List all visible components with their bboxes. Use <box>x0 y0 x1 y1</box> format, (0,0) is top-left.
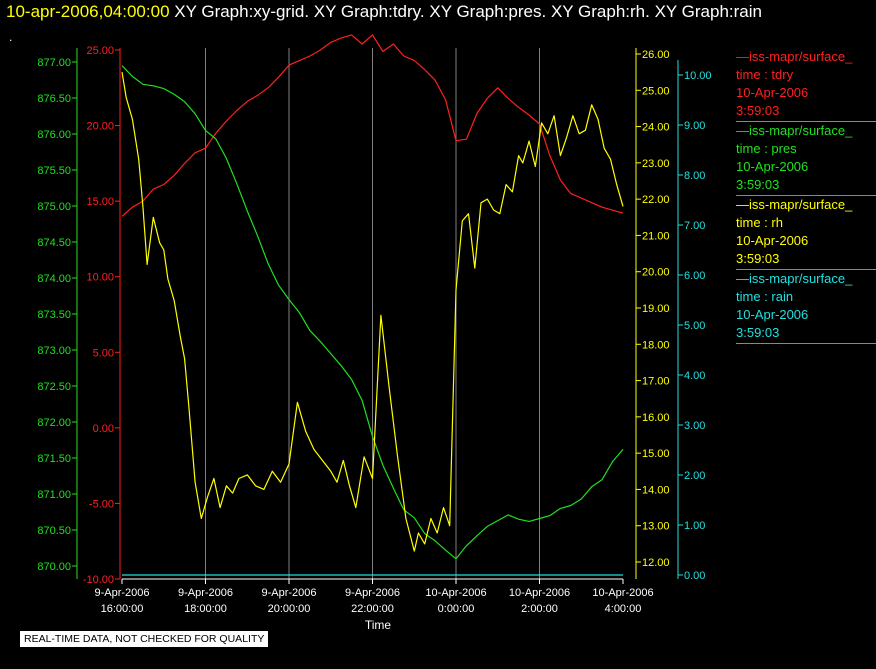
dot-marker: . <box>9 30 13 44</box>
legend-time: 3:59:03 <box>736 325 780 340</box>
pres-tick-label: 875.50 <box>37 165 71 177</box>
rh-tick-label: 22.00 <box>642 194 670 206</box>
timestamp-label: 10-apr-2006,04:00:00 <box>6 2 170 21</box>
pres-tick-label: 870.00 <box>37 561 71 573</box>
rain-tick-label: 10.00 <box>684 70 712 82</box>
x-tick-label: 10-Apr-2006 <box>425 587 486 599</box>
legend-field: time : rain <box>736 289 794 304</box>
tdry-tick-label: -5.00 <box>89 498 114 510</box>
pres-tick-label: 876.50 <box>37 93 71 105</box>
rh-tick-label: 15.00 <box>642 448 670 460</box>
rain-tick-label: 9.00 <box>684 120 705 132</box>
rain-tick-label: 6.00 <box>684 270 705 282</box>
rain-tick-label: 0.00 <box>684 570 705 582</box>
legend-time: 3:59:03 <box>736 251 780 266</box>
rh-tick-label: 23.00 <box>642 158 670 170</box>
legend-field: time : rh <box>736 215 783 230</box>
rain-tick-label: 3.00 <box>684 420 705 432</box>
rh-tick-label: 16.00 <box>642 412 670 424</box>
x-tick-label: 10-Apr-2006 <box>592 587 653 599</box>
rh-tick-label: 24.00 <box>642 122 670 134</box>
pres-tick-label: 875.00 <box>37 201 71 213</box>
rain-tick-label: 2.00 <box>684 470 705 482</box>
pres-tick-label: 874.50 <box>37 237 71 249</box>
pres-series-line <box>121 65 624 560</box>
legend-time: 3:59:03 <box>736 103 780 118</box>
pres-tick-label: 873.00 <box>37 345 71 357</box>
x-tick-label: 0:00:00 <box>438 603 475 615</box>
x-tick-label: 9-Apr-2006 <box>345 587 400 599</box>
x-tick-label: 2:00:00 <box>521 603 558 615</box>
tdry-tick-label: 0.00 <box>93 423 114 435</box>
tdry-tick-label: -10.00 <box>83 574 114 586</box>
legend-source: —iss-mapr/surface_ <box>736 49 853 64</box>
rh-tick-label: 14.00 <box>642 484 670 496</box>
rh-tick-label: 13.00 <box>642 521 670 533</box>
rain-tick-label: 7.00 <box>684 220 705 232</box>
legend-field: time : tdry <box>736 67 794 82</box>
legend-source: —iss-mapr/surface_ <box>736 197 853 212</box>
rh-tick-label: 17.00 <box>642 376 670 388</box>
legend-entry-tdry: —iss-mapr/surface_ time : tdry 10-Apr-20… <box>736 48 876 122</box>
legend-field: time : pres <box>736 141 797 156</box>
chart-title: 10-apr-2006,04:00:00 XY Graph:xy-grid. X… <box>6 2 762 22</box>
pres-tick-label: 873.50 <box>37 309 71 321</box>
pres-tick-label: 871.50 <box>37 453 71 465</box>
legend-time: 3:59:03 <box>736 177 780 192</box>
legend-source: —iss-mapr/surface_ <box>736 271 853 286</box>
legend-date: 10-Apr-2006 <box>736 307 809 322</box>
pres-tick-label: 872.00 <box>37 417 71 429</box>
rain-tick-label: 8.00 <box>684 170 705 182</box>
tdry-tick-label: 15.00 <box>86 196 114 208</box>
rh-tick-label: 20.00 <box>642 267 670 279</box>
legend-entry-pres: —iss-mapr/surface_ time : pres 10-Apr-20… <box>736 122 876 196</box>
tdry-tick-label: 25.00 <box>86 45 114 57</box>
tdry-tick-label: 20.00 <box>86 121 114 133</box>
rh-tick-label: 19.00 <box>642 303 670 315</box>
rh-tick-label: 26.00 <box>642 49 670 61</box>
pres-tick-label: 871.00 <box>37 489 71 501</box>
rh-series-line <box>121 72 624 552</box>
x-tick-label: 9-Apr-2006 <box>94 587 149 599</box>
tdry-series-line <box>121 34 624 217</box>
tdry-tick-label: 10.00 <box>86 272 114 284</box>
pres-tick-label: 872.50 <box>37 381 71 393</box>
pres-tick-label: 877.00 <box>37 57 71 69</box>
rain-tick-label: 5.00 <box>684 320 705 332</box>
x-axis-label: Time <box>365 618 392 632</box>
x-tick-label: 9-Apr-2006 <box>261 587 316 599</box>
x-tick-label: 16:00:00 <box>101 603 144 615</box>
rh-tick-label: 18.00 <box>642 339 670 351</box>
rain-tick-label: 1.00 <box>684 520 705 532</box>
legend-date: 10-Apr-2006 <box>736 233 809 248</box>
legend-entry-rain: —iss-mapr/surface_ time : rain 10-Apr-20… <box>736 270 876 344</box>
x-tick-label: 9-Apr-2006 <box>178 587 233 599</box>
graph-list-label: XY Graph:xy-grid. XY Graph:tdry. XY Grap… <box>169 2 762 21</box>
x-tick-label: 20:00:00 <box>268 603 311 615</box>
legend-date: 10-Apr-2006 <box>736 85 809 100</box>
rh-tick-label: 21.00 <box>642 230 670 242</box>
x-tick-label: 4:00:00 <box>605 603 642 615</box>
legend-date: 10-Apr-2006 <box>736 159 809 174</box>
x-tick-label: 22:00:00 <box>351 603 394 615</box>
x-tick-label: 18:00:00 <box>184 603 227 615</box>
pres-tick-label: 876.00 <box>37 129 71 141</box>
legend-source: —iss-mapr/surface_ <box>736 123 853 138</box>
tdry-tick-label: 5.00 <box>93 347 114 359</box>
legend: —iss-mapr/surface_ time : tdry 10-Apr-20… <box>736 48 876 344</box>
x-tick-label: 10-Apr-2006 <box>509 587 570 599</box>
rain-tick-label: 4.00 <box>684 370 705 382</box>
legend-entry-rh: —iss-mapr/surface_ time : rh 10-Apr-2006… <box>736 196 876 270</box>
pres-tick-label: 870.50 <box>37 525 71 537</box>
rh-tick-label: 12.00 <box>642 557 670 569</box>
quality-notice: REAL-TIME DATA, NOT CHECKED FOR QUALITY <box>20 631 269 647</box>
rh-tick-label: 25.00 <box>642 85 670 97</box>
pres-tick-label: 874.00 <box>37 273 71 285</box>
